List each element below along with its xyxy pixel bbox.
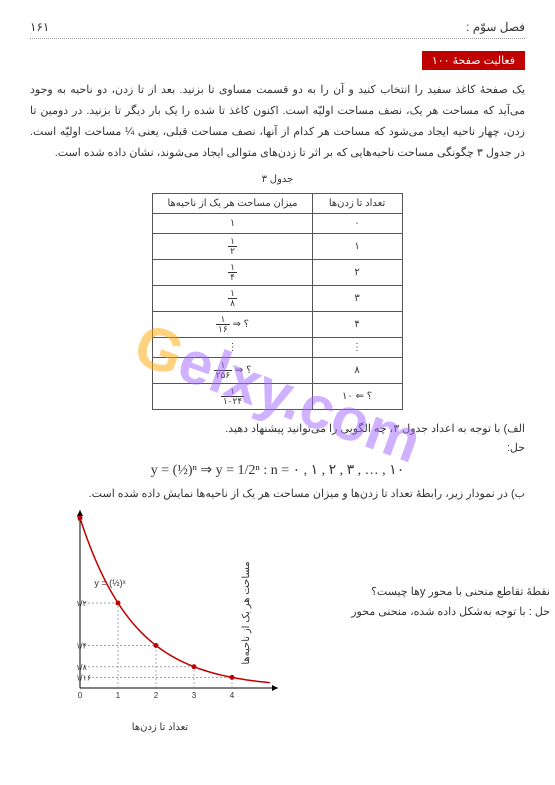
- question-alef: الف) با توجه به اعداد جدول ۳، چه الگویی …: [30, 422, 525, 435]
- chapter-label: فصل سوّم :: [466, 20, 525, 34]
- y-axis-label: مساحت هر یک از ناحیه‌ها: [241, 561, 252, 664]
- intersect-answer: حل : با توجه به‌شکل داده شده، منحنی محور: [310, 603, 550, 623]
- x-axis-label: تعداد تا زدن‌ها: [40, 722, 280, 733]
- answer-label-alef: حل:: [30, 441, 525, 454]
- activity-badge: فعالیت صفحهٔ ۱۰۰: [422, 51, 525, 70]
- table-row: ۰۱: [153, 213, 402, 233]
- svg-text:2: 2: [154, 691, 159, 700]
- col-header-area: میزان مساحت هر یک از ناحیه‌ها: [153, 193, 312, 213]
- table-row: ۴؟ ⇒ ۱۱۶: [153, 311, 402, 337]
- table-title: جدول ۳: [30, 174, 525, 185]
- table-row: ؟ ⇐ ۱۰۱۱۰۲۴: [153, 383, 402, 409]
- svg-text:۱/۱۶: ۱/۱۶: [76, 673, 91, 682]
- chart: ۱0۱/۲1۱/۴2۱/۸3۱/۱۶4y = (½)ˣ مساحت هر یک …: [40, 508, 280, 718]
- svg-text:3: 3: [192, 691, 197, 700]
- intersect-question: نقطهٔ تقاطع منحنی با محور yها چیست؟: [310, 583, 550, 603]
- table-row: ۲۱۴: [153, 259, 402, 285]
- table-row: ۱۱۲: [153, 233, 402, 259]
- svg-text:4: 4: [230, 691, 235, 700]
- svg-text:1: 1: [116, 691, 121, 700]
- svg-text:y = (½)ˣ: y = (½)ˣ: [94, 578, 125, 588]
- svg-text:۱/۴: ۱/۴: [76, 641, 87, 650]
- col-header-count: تعداد تا زدن‌ها: [312, 193, 402, 213]
- table-row: ۸؟ ⇒ ۱۲۵۶: [153, 357, 402, 383]
- table-row: ۳۱۸: [153, 285, 402, 311]
- svg-text:۱/۸: ۱/۸: [76, 662, 88, 671]
- formula: y = (½)ⁿ ⇒ y = 1/2ⁿ : n = ۰ , ۱ , ۲ , ۳ …: [30, 462, 525, 479]
- svg-text:0: 0: [78, 691, 83, 700]
- fold-table: تعداد تا زدن‌ها میزان مساحت هر یک از ناح…: [152, 193, 402, 410]
- page-number: ۱۶۱: [30, 20, 49, 34]
- question-beh: ب) در نمودار زیر، رابطهٔ تعداد تا زدن‌ها…: [30, 487, 525, 500]
- intro-paragraph: یک صفحهٔ کاغذ سفید را انتخاب کنید و آن ر…: [30, 80, 525, 164]
- svg-text:۱/۲: ۱/۲: [76, 599, 87, 608]
- table-row: ⋮⋮: [153, 337, 402, 357]
